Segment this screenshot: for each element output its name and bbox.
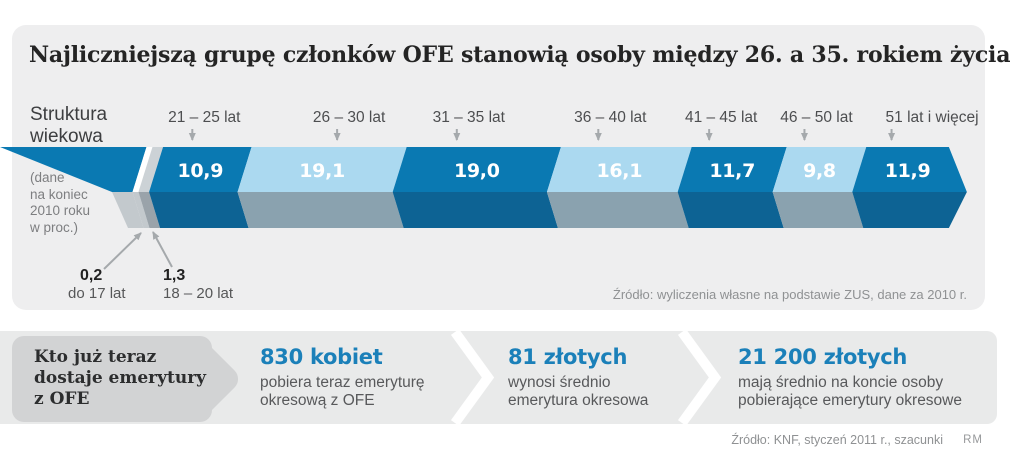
bar-segment-front	[149, 147, 252, 192]
fact-value: 21 200 złotych	[738, 345, 908, 369]
age-group-label: 46 – 50 lat	[780, 109, 853, 126]
fact-desc: mają średnio na koncie osoby pobierające…	[738, 374, 962, 409]
bar-start-cap-side	[112, 192, 144, 228]
bar-segment-side	[392, 192, 558, 228]
age-group-label: 26 – 30 lat	[313, 109, 386, 126]
bar-segment-front	[772, 147, 867, 192]
bar-segment-front	[138, 147, 164, 192]
facts-source: Źródło: KNF, styczeń 2011 r., szacunki	[731, 433, 943, 447]
credit: RM	[963, 434, 983, 446]
callout-label: do 17 lat	[68, 285, 126, 302]
fact-desc: pobiera teraz emeryturę okresową z OFE	[260, 374, 425, 409]
bar-segment-side	[149, 192, 249, 228]
age-group-label: 31 – 35 lat	[433, 109, 506, 126]
chart-note: (dane na koniec 2010 roku w proc.)	[30, 170, 91, 235]
bar-value-label: 10,9	[177, 160, 223, 182]
chart-source: Źródło: wyliczenia własne na podstawie Z…	[612, 287, 967, 302]
bar-segment-side	[546, 192, 689, 228]
bar-segment-front	[132, 147, 153, 192]
bar-segment-side	[132, 192, 150, 228]
age-group-label: 21 – 25 lat	[168, 109, 241, 126]
facts-headline: Kto już teraz dostaje emerytury z OFE	[34, 347, 207, 409]
fact-value: 830 kobiet	[260, 345, 383, 369]
bar-segment-side	[852, 192, 967, 228]
bar-segment-side	[772, 192, 864, 228]
bar-segment-side	[237, 192, 404, 228]
fact-section: 830 kobiet pobiera teraz emeryturę okres…	[260, 345, 425, 410]
fact-section: 81 złotych wynosi średnio emerytura okre…	[508, 345, 648, 410]
bar-value-label: 19,1	[299, 160, 345, 182]
bar-value-label: 16,1	[596, 160, 642, 182]
bar-value-label: 19,0	[454, 160, 500, 182]
bar-segment-front	[237, 147, 407, 192]
callout-arrow-icon	[152, 231, 173, 268]
bar-segment-side	[138, 192, 161, 228]
separator-chevron-icon	[677, 329, 722, 426]
bar-value-label: 9,8	[803, 160, 836, 182]
age-structure-bar-chart: 0,2do 17 lat 1,318 – 20 lat 10,9 21 – 25 la…	[0, 109, 979, 302]
facts-headline-banner: Kto już teraz dostaje emerytury z OFE	[12, 336, 244, 422]
age-group-label: 36 – 40 lat	[574, 109, 647, 126]
page-title: Najliczniejszą grupę członków OFE stanow…	[29, 42, 1010, 68]
bar-segment-front	[677, 147, 787, 192]
age-group-label: 51 lat i więcej	[886, 109, 979, 126]
callout-arrow-icon	[103, 232, 142, 270]
bar-segment-side	[677, 192, 784, 228]
bar-segment-front	[546, 147, 692, 192]
fact-section: 21 200 złotych mają średnio na koncie os…	[738, 345, 962, 410]
bar-value-label: 11,7	[709, 160, 755, 182]
callout-value: 1,3	[163, 267, 185, 284]
fact-value: 81 złotych	[508, 345, 628, 369]
separator-chevron-icon	[450, 329, 495, 426]
callout-value: 0,2	[80, 267, 102, 284]
fact-desc: wynosi średnio emerytura okresowa	[508, 374, 649, 409]
age-group-label: 41 – 45 lat	[685, 109, 758, 126]
callout-label: 18 – 20 lat	[163, 285, 234, 302]
bar-segment-front	[852, 147, 967, 192]
bar-segment-front	[392, 147, 561, 192]
axis-label: Struktura wiekowa	[30, 104, 108, 147]
bar-value-label: 11,9	[885, 160, 931, 182]
bar-start-cap-front	[0, 147, 147, 192]
